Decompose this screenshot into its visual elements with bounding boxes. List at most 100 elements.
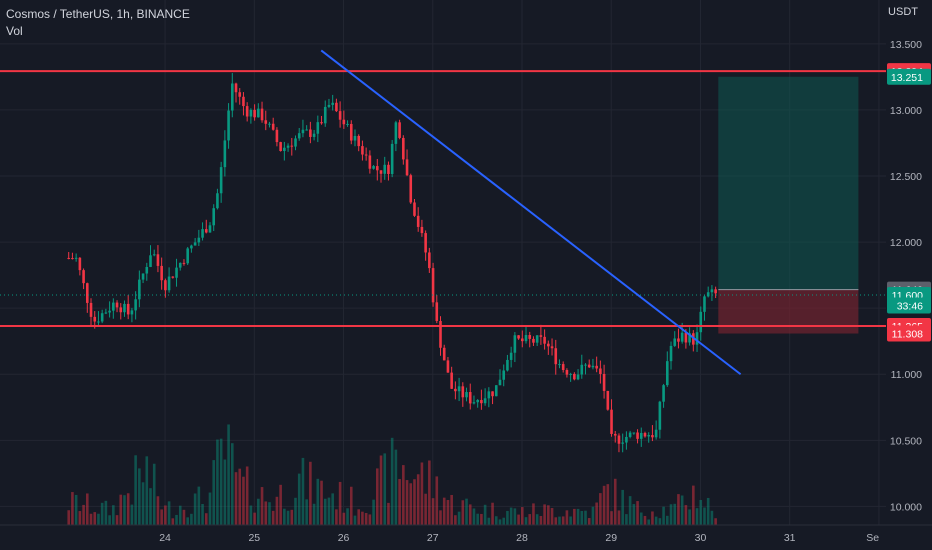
volume-bar [97,513,100,525]
candle-body [375,166,379,171]
price-tag-label[interactable]: 11.308 [892,329,923,341]
candle-body [442,347,446,361]
volume-bar [156,496,160,525]
trendline[interactable] [320,49,742,376]
volume-indicator-label[interactable]: Vol [6,24,23,38]
candle-body [409,175,413,203]
volume-bar [602,485,606,525]
candle-body [468,392,472,404]
volume-bar [104,500,108,525]
volume-bar [85,493,89,525]
candle-body [164,280,167,291]
volume-bar [714,518,717,525]
volume-bar [145,456,149,525]
chart-legend: Cosmos / TetherUS, 1h, BINANCE Vol [6,6,190,40]
volume-bar [405,480,409,525]
x-tick-label: 31 [784,532,796,544]
y-tick-label: 12.000 [890,237,922,249]
volume-bar [665,515,669,525]
volume-bar [435,476,439,525]
candle-body [632,432,636,434]
volume-bar [364,513,368,525]
candle-body [67,257,71,259]
price-tag-bg [887,297,931,314]
volume-bar [309,461,312,525]
volume-bar [424,493,427,525]
volume-bar [513,508,517,525]
volume-bar [82,504,85,525]
volume-bar [186,517,189,525]
volume-bar [483,504,487,525]
candle-body [695,332,699,345]
candle-body [219,167,223,194]
candle-body [245,106,249,117]
candle-body [383,164,387,174]
candle-body [424,233,427,253]
candle-body [216,193,219,209]
volume-bar [677,494,680,525]
volume-bar [509,507,513,525]
volume-bar [167,501,171,525]
volume-bar [74,494,78,525]
price-tag-label[interactable]: 13.251 [891,72,923,84]
symbol-title[interactable]: Cosmos / TetherUS, 1h, BINANCE [6,7,190,21]
horizontal-levels[interactable] [0,70,886,328]
volume-bar [301,457,305,525]
volume-bar [647,519,651,525]
volume-bar [130,504,134,525]
volume-bar [323,498,327,525]
price-axis[interactable]: USDT13.50013.00012.50012.00011.50011.000… [886,0,932,550]
candle-body [175,267,178,278]
x-tick-label: 24 [159,532,171,544]
x-tick-label: Se [866,532,879,544]
candle-body [628,432,632,437]
volume-bar [245,466,249,525]
candle-body [677,338,680,342]
candle-body [591,365,595,368]
volume-bar [625,514,628,525]
volume-bar [502,517,506,525]
volume-bar [375,468,379,525]
volume-bar [223,459,227,525]
candle-body [710,289,714,293]
candle-body [368,155,372,169]
candle-body [435,302,439,321]
candle-body [699,311,703,333]
candle-body [565,369,569,375]
candle-body [108,310,111,313]
candle-body [327,104,331,107]
candle-body [238,92,242,97]
candle-body [573,373,576,380]
candle-body [338,111,342,120]
volume-bar [703,507,706,525]
volume-bar [673,503,677,525]
volume-bar [182,509,186,525]
volume-bar [230,443,234,525]
volume-bar [123,495,126,525]
volume-bar [413,479,416,525]
candle-body [156,254,160,266]
time-axis-bg [0,525,932,550]
volume-bar [368,514,372,525]
volume-bar [420,462,424,525]
profit-zone[interactable] [718,76,859,290]
trendline-group[interactable] [320,49,742,376]
time-axis[interactable]: 24 25 26 27 28 29 30 31 Se [0,524,932,550]
price-tag-label[interactable]: 33:46 [897,301,923,313]
volume-bar [431,498,435,525]
candle-body [242,96,245,107]
volume-bar [390,437,394,525]
volume-bar [305,499,308,525]
candle-body [528,335,532,339]
candle-body [654,429,658,438]
candlesticks [67,73,717,453]
volume-bar [335,509,338,525]
volume-bar [662,506,665,525]
volume-bar [580,510,584,525]
volume-bar [695,508,699,525]
candle-body [342,119,346,125]
candle-body [97,321,100,323]
candle-body [126,303,130,315]
volume-bar [547,505,550,525]
